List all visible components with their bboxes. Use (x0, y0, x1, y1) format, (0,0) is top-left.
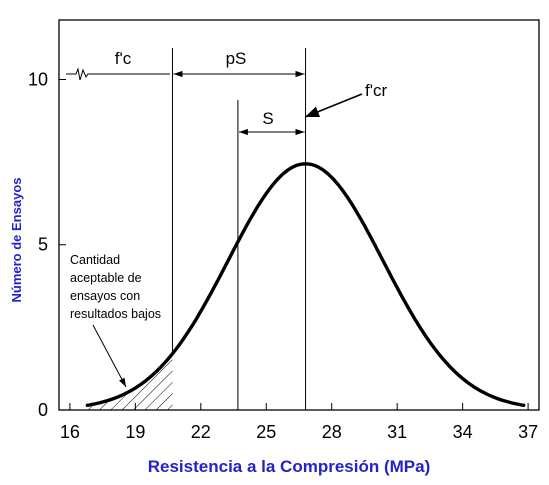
y-tick-label: 0 (38, 400, 48, 420)
fcr-pointer-arrow (304, 93, 363, 118)
x-axis-title: Resistencia a la Compresión (MPa) (148, 457, 430, 476)
x-tick-label: 16 (60, 422, 80, 442)
hatched-area (87, 353, 173, 410)
axis-ticks (59, 78, 529, 411)
hatched-tail-region (87, 353, 173, 410)
break-squiggle (66, 67, 170, 81)
y-axis-title: Número de Ensayos (9, 178, 24, 303)
guide-lines (171, 48, 307, 410)
y-tick-labels: 0 5 10 (28, 69, 48, 420)
note-line-2: aceptable de (70, 271, 142, 285)
fcr-label: f'cr (365, 81, 387, 100)
note-line-1: Cantidad (70, 253, 120, 267)
fc-label: f'c (115, 49, 132, 68)
y-tick-label: 10 (28, 69, 48, 89)
normal-curve-line (85, 162, 526, 407)
s-label: S (262, 109, 273, 128)
x-tick-label: 19 (125, 422, 145, 442)
plot-frame (58, 19, 540, 411)
x-tick-label: 28 (322, 422, 342, 442)
x-tick-label: 37 (518, 422, 538, 442)
x-tick-label: 34 (453, 422, 473, 442)
note-line-3: ensayos con (70, 289, 140, 303)
x-tick-label: 31 (387, 422, 407, 442)
ps-label: pS (226, 49, 247, 68)
x-tick-labels: 16 19 22 25 28 31 34 37 (60, 422, 538, 442)
x-tick-label: 22 (191, 422, 211, 442)
note-line-4: resultados bajos (70, 307, 161, 321)
note-pointer-arrow (92, 324, 127, 388)
x-tick-label: 25 (256, 422, 276, 442)
y-tick-label: 5 (38, 235, 48, 255)
